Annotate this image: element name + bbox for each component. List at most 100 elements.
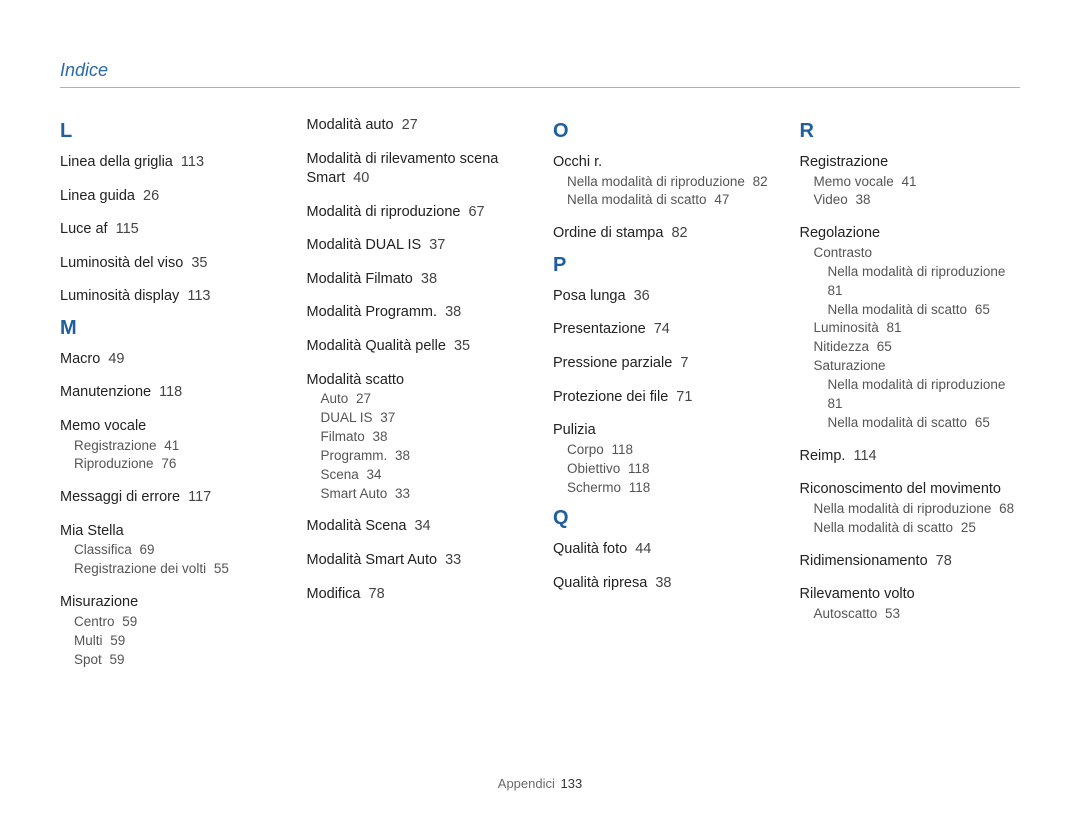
index-entry[interactable]: Luminosità display 113 — [60, 287, 281, 307]
entry-label: Riconoscimento del movimento — [800, 481, 1001, 497]
index-entry[interactable]: Qualità foto 44 — [553, 540, 774, 560]
entry-block: Luminosità del viso 35 — [60, 254, 281, 274]
index-entry[interactable]: Classifica 69 — [74, 541, 281, 560]
entry-block: Modalità di rilevamento scena Smart 40 — [307, 150, 528, 189]
index-entry[interactable]: Spot 59 — [74, 651, 281, 670]
entry-block: Modalità auto 27 — [307, 116, 528, 136]
index-entry[interactable]: Programm. 38 — [321, 447, 528, 466]
entry-page: 71 — [672, 389, 692, 405]
entry-label: Luminosità display — [60, 288, 179, 304]
index-entry[interactable]: Autoscatto 53 — [814, 605, 1021, 624]
index-entry[interactable]: Modalità Qualità pelle 35 — [307, 337, 528, 357]
entry-label: Nella modalità di riproduzione — [567, 174, 745, 189]
entry-page: 59 — [106, 652, 125, 667]
index-entry[interactable]: Smart Auto 33 — [321, 485, 528, 504]
index-entry[interactable]: Linea della griglia 113 — [60, 153, 281, 173]
entry-block: Macro 49 — [60, 350, 281, 370]
index-entry[interactable]: Nella modalità di riproduzione 82 — [567, 173, 774, 192]
index-entry[interactable]: Modalità auto 27 — [307, 116, 528, 136]
index-entry[interactable]: Luce af 115 — [60, 220, 281, 240]
entry-page: 38 — [369, 429, 388, 444]
index-entry[interactable]: Ridimensionamento 78 — [800, 552, 1021, 572]
index-entry[interactable]: Registrazione — [800, 153, 1021, 173]
entry-label: Pressione parziale — [553, 355, 672, 371]
index-entry[interactable]: Memo vocale 41 — [814, 173, 1021, 192]
index-entry[interactable]: Centro 59 — [74, 613, 281, 632]
entry-label: Riproduzione — [74, 456, 154, 471]
index-entry[interactable]: Registrazione 41 — [74, 437, 281, 456]
entry-page: 38 — [852, 192, 871, 207]
index-entry[interactable]: DUAL IS 37 — [321, 409, 528, 428]
index-entry[interactable]: Riproduzione 76 — [74, 455, 281, 474]
index-entry[interactable]: Riconoscimento del movimento — [800, 480, 1021, 500]
entry-label: Modalità Smart Auto — [307, 552, 438, 568]
entry-label: Ordine di stampa — [553, 225, 663, 241]
index-entry[interactable]: Video 38 — [814, 191, 1021, 210]
index-entry[interactable]: Macro 49 — [60, 350, 281, 370]
index-entry[interactable]: Presentazione 74 — [553, 320, 774, 340]
index-entry[interactable]: Registrazione dei volti 55 — [74, 560, 281, 579]
index-entry[interactable]: Protezione dei file 71 — [553, 388, 774, 408]
section-letter: R — [800, 120, 1021, 143]
index-entry[interactable]: Modalità scatto — [307, 371, 528, 391]
entry-label: Centro — [74, 614, 115, 629]
index-entry[interactable]: Memo vocale — [60, 417, 281, 437]
entry-label: Rilevamento volto — [800, 586, 915, 602]
entry-label: Corpo — [567, 442, 604, 457]
index-entry[interactable]: Nella modalità di scatto 47 — [567, 191, 774, 210]
index-entry[interactable]: Modalità Programm. 38 — [307, 303, 528, 323]
index-entry[interactable]: Luminosità 81 — [814, 319, 1021, 338]
footer-page-number: 133 — [561, 776, 583, 791]
index-entry[interactable]: Nella modalità di scatto 25 — [814, 519, 1021, 538]
index-entry[interactable]: Filmato 38 — [321, 428, 528, 447]
entry-page: 118 — [625, 480, 650, 495]
entry-page: 76 — [158, 456, 177, 471]
index-entry[interactable]: Pressione parziale 7 — [553, 354, 774, 374]
index-entry[interactable]: Posa lunga 36 — [553, 287, 774, 307]
index-entry[interactable]: Modalità Scena 34 — [307, 517, 528, 537]
index-entry[interactable]: Mia Stella — [60, 522, 281, 542]
index-entry[interactable]: Saturazione — [814, 357, 1021, 376]
index-entry[interactable]: Nella modalità di scatto 65 — [828, 301, 1021, 320]
index-entry[interactable]: Ordine di stampa 82 — [553, 224, 774, 244]
index-entry[interactable]: Obiettivo 118 — [567, 460, 774, 479]
index-entry[interactable]: Nella modalità di riproduzione 81 — [828, 376, 1021, 414]
index-entry[interactable]: Messaggi di errore 117 — [60, 488, 281, 508]
index-entry[interactable]: Misurazione — [60, 593, 281, 613]
entry-label: Registrazione — [800, 154, 889, 170]
index-entry[interactable]: Nella modalità di scatto 65 — [828, 414, 1021, 433]
index-entry[interactable]: Modalità Smart Auto 33 — [307, 551, 528, 571]
index-entry[interactable]: Nella modalità di riproduzione 68 — [814, 500, 1021, 519]
index-entry[interactable]: Multi 59 — [74, 632, 281, 651]
index-entry[interactable]: Modalità di rilevamento scena Smart 40 — [307, 150, 528, 189]
index-entry[interactable]: Modalità Filmato 38 — [307, 270, 528, 290]
index-entry[interactable]: Modalità DUAL IS 37 — [307, 236, 528, 256]
index-entry[interactable]: Scena 34 — [321, 466, 528, 485]
index-entry[interactable]: Linea guida 26 — [60, 187, 281, 207]
index-entry[interactable]: Rilevamento volto — [800, 585, 1021, 605]
index-entry[interactable]: Regolazione — [800, 224, 1021, 244]
index-entry[interactable]: Qualità ripresa 38 — [553, 574, 774, 594]
index-entry[interactable]: Nitidezza 65 — [814, 338, 1021, 357]
index-entry[interactable]: Modalità di riproduzione 67 — [307, 203, 528, 223]
index-entry[interactable]: Reimp. 114 — [800, 447, 1021, 467]
entry-label: Nella modalità di riproduzione — [814, 501, 992, 516]
index-entry[interactable]: Manutenzione 118 — [60, 383, 281, 403]
entry-page: 7 — [676, 355, 688, 371]
index-entry[interactable]: Luminosità del viso 35 — [60, 254, 281, 274]
section-letter: Q — [553, 507, 774, 530]
index-entry[interactable]: Nella modalità di riproduzione 81 — [828, 263, 1021, 301]
entry-label: DUAL IS — [321, 410, 373, 425]
index-entry[interactable]: Schermo 118 — [567, 479, 774, 498]
entry-label: Manutenzione — [60, 384, 151, 400]
entry-label: Memo vocale — [814, 174, 894, 189]
entry-page: 40 — [349, 170, 369, 186]
index-entry[interactable]: Pulizia — [553, 421, 774, 441]
page-footer: Appendici 133 — [0, 776, 1080, 791]
entry-page: 82 — [667, 225, 687, 241]
index-entry[interactable]: Corpo 118 — [567, 441, 774, 460]
index-entry[interactable]: Modifica 78 — [307, 585, 528, 605]
index-entry[interactable]: Contrasto — [814, 244, 1021, 263]
index-entry[interactable]: Occhi r. — [553, 153, 774, 173]
index-entry[interactable]: Auto 27 — [321, 390, 528, 409]
